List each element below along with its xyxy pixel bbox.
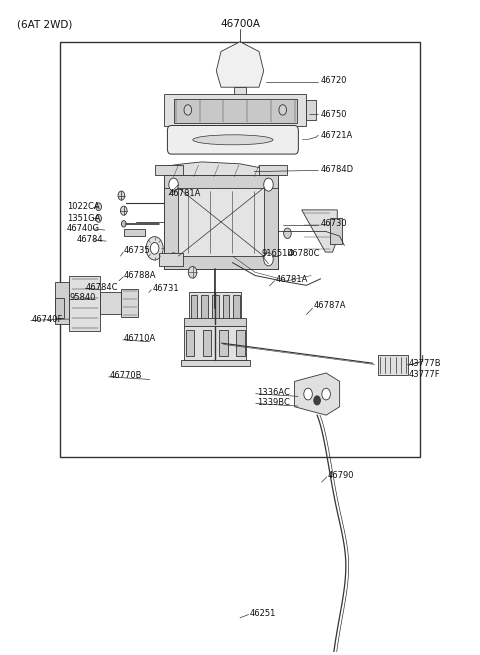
Polygon shape	[330, 218, 342, 244]
Text: 46770B: 46770B	[109, 371, 142, 380]
Circle shape	[264, 253, 273, 266]
Polygon shape	[186, 330, 194, 356]
Polygon shape	[216, 42, 264, 87]
Text: 46790: 46790	[328, 471, 354, 480]
Polygon shape	[295, 373, 340, 415]
Text: 95840: 95840	[69, 293, 96, 302]
Text: 1022CA: 1022CA	[67, 202, 99, 211]
Circle shape	[146, 236, 163, 260]
Polygon shape	[159, 162, 268, 179]
FancyBboxPatch shape	[168, 126, 299, 154]
Circle shape	[184, 105, 192, 115]
Circle shape	[169, 253, 179, 266]
Polygon shape	[100, 292, 121, 314]
Text: 46750: 46750	[321, 110, 347, 119]
Circle shape	[304, 388, 312, 400]
Polygon shape	[219, 330, 228, 356]
Text: 46781A: 46781A	[276, 275, 308, 284]
Circle shape	[121, 221, 126, 227]
Polygon shape	[234, 87, 246, 107]
Polygon shape	[228, 107, 252, 113]
Polygon shape	[236, 330, 245, 356]
Circle shape	[120, 206, 127, 215]
Text: 46721A: 46721A	[321, 131, 353, 140]
Text: 46787A: 46787A	[313, 301, 346, 310]
Text: 46700A: 46700A	[220, 19, 260, 29]
Text: 46730: 46730	[321, 219, 348, 228]
Polygon shape	[184, 326, 246, 360]
Polygon shape	[55, 282, 69, 324]
Text: 1351GA: 1351GA	[67, 214, 100, 223]
Polygon shape	[189, 291, 241, 324]
Polygon shape	[164, 94, 306, 126]
Polygon shape	[124, 229, 145, 236]
Text: 46740G: 46740G	[67, 224, 100, 233]
Text: 43777F: 43777F	[408, 370, 440, 379]
Polygon shape	[223, 295, 229, 321]
Polygon shape	[159, 253, 183, 266]
Polygon shape	[180, 360, 250, 366]
Circle shape	[96, 214, 101, 222]
Text: 46740F: 46740F	[31, 314, 62, 324]
Polygon shape	[164, 175, 278, 269]
Polygon shape	[212, 295, 219, 321]
Text: 46784: 46784	[76, 234, 103, 244]
Text: 46781A: 46781A	[169, 189, 201, 198]
Text: 46735: 46735	[124, 246, 150, 255]
Circle shape	[314, 396, 321, 405]
Polygon shape	[264, 175, 278, 269]
Polygon shape	[164, 175, 179, 269]
Circle shape	[96, 203, 101, 211]
Text: 46731: 46731	[152, 284, 179, 293]
Polygon shape	[69, 276, 100, 331]
Text: 1339BC: 1339BC	[257, 398, 289, 407]
Text: 43777B: 43777B	[408, 359, 441, 367]
Circle shape	[118, 191, 125, 200]
Polygon shape	[191, 295, 197, 321]
Text: 46251: 46251	[250, 608, 276, 618]
Polygon shape	[233, 295, 240, 321]
Circle shape	[169, 178, 179, 191]
Ellipse shape	[193, 135, 273, 145]
Text: 46784C: 46784C	[86, 283, 118, 291]
Polygon shape	[121, 290, 138, 317]
Text: (6AT 2WD): (6AT 2WD)	[17, 19, 72, 29]
Polygon shape	[203, 330, 211, 356]
Text: 46788A: 46788A	[124, 271, 156, 280]
Polygon shape	[174, 99, 297, 123]
Polygon shape	[55, 297, 64, 318]
Text: 46784D: 46784D	[321, 164, 354, 174]
Polygon shape	[164, 175, 278, 188]
Polygon shape	[301, 210, 337, 252]
Text: 46720: 46720	[321, 76, 347, 85]
Circle shape	[279, 105, 287, 115]
Polygon shape	[259, 165, 288, 175]
Text: —: —	[302, 136, 309, 142]
Circle shape	[322, 388, 330, 400]
Text: 91651D: 91651D	[261, 249, 294, 258]
Circle shape	[150, 242, 159, 254]
Text: 46780C: 46780C	[288, 249, 320, 258]
Text: 1336AC: 1336AC	[257, 388, 289, 397]
Circle shape	[264, 178, 273, 191]
Polygon shape	[378, 356, 408, 375]
Circle shape	[188, 267, 197, 278]
Polygon shape	[184, 318, 246, 326]
Polygon shape	[155, 165, 183, 175]
Polygon shape	[306, 100, 316, 120]
Polygon shape	[164, 256, 278, 269]
Bar	[60, 42, 420, 457]
Polygon shape	[201, 295, 208, 321]
Text: 46710A: 46710A	[124, 334, 156, 343]
Circle shape	[284, 228, 291, 238]
